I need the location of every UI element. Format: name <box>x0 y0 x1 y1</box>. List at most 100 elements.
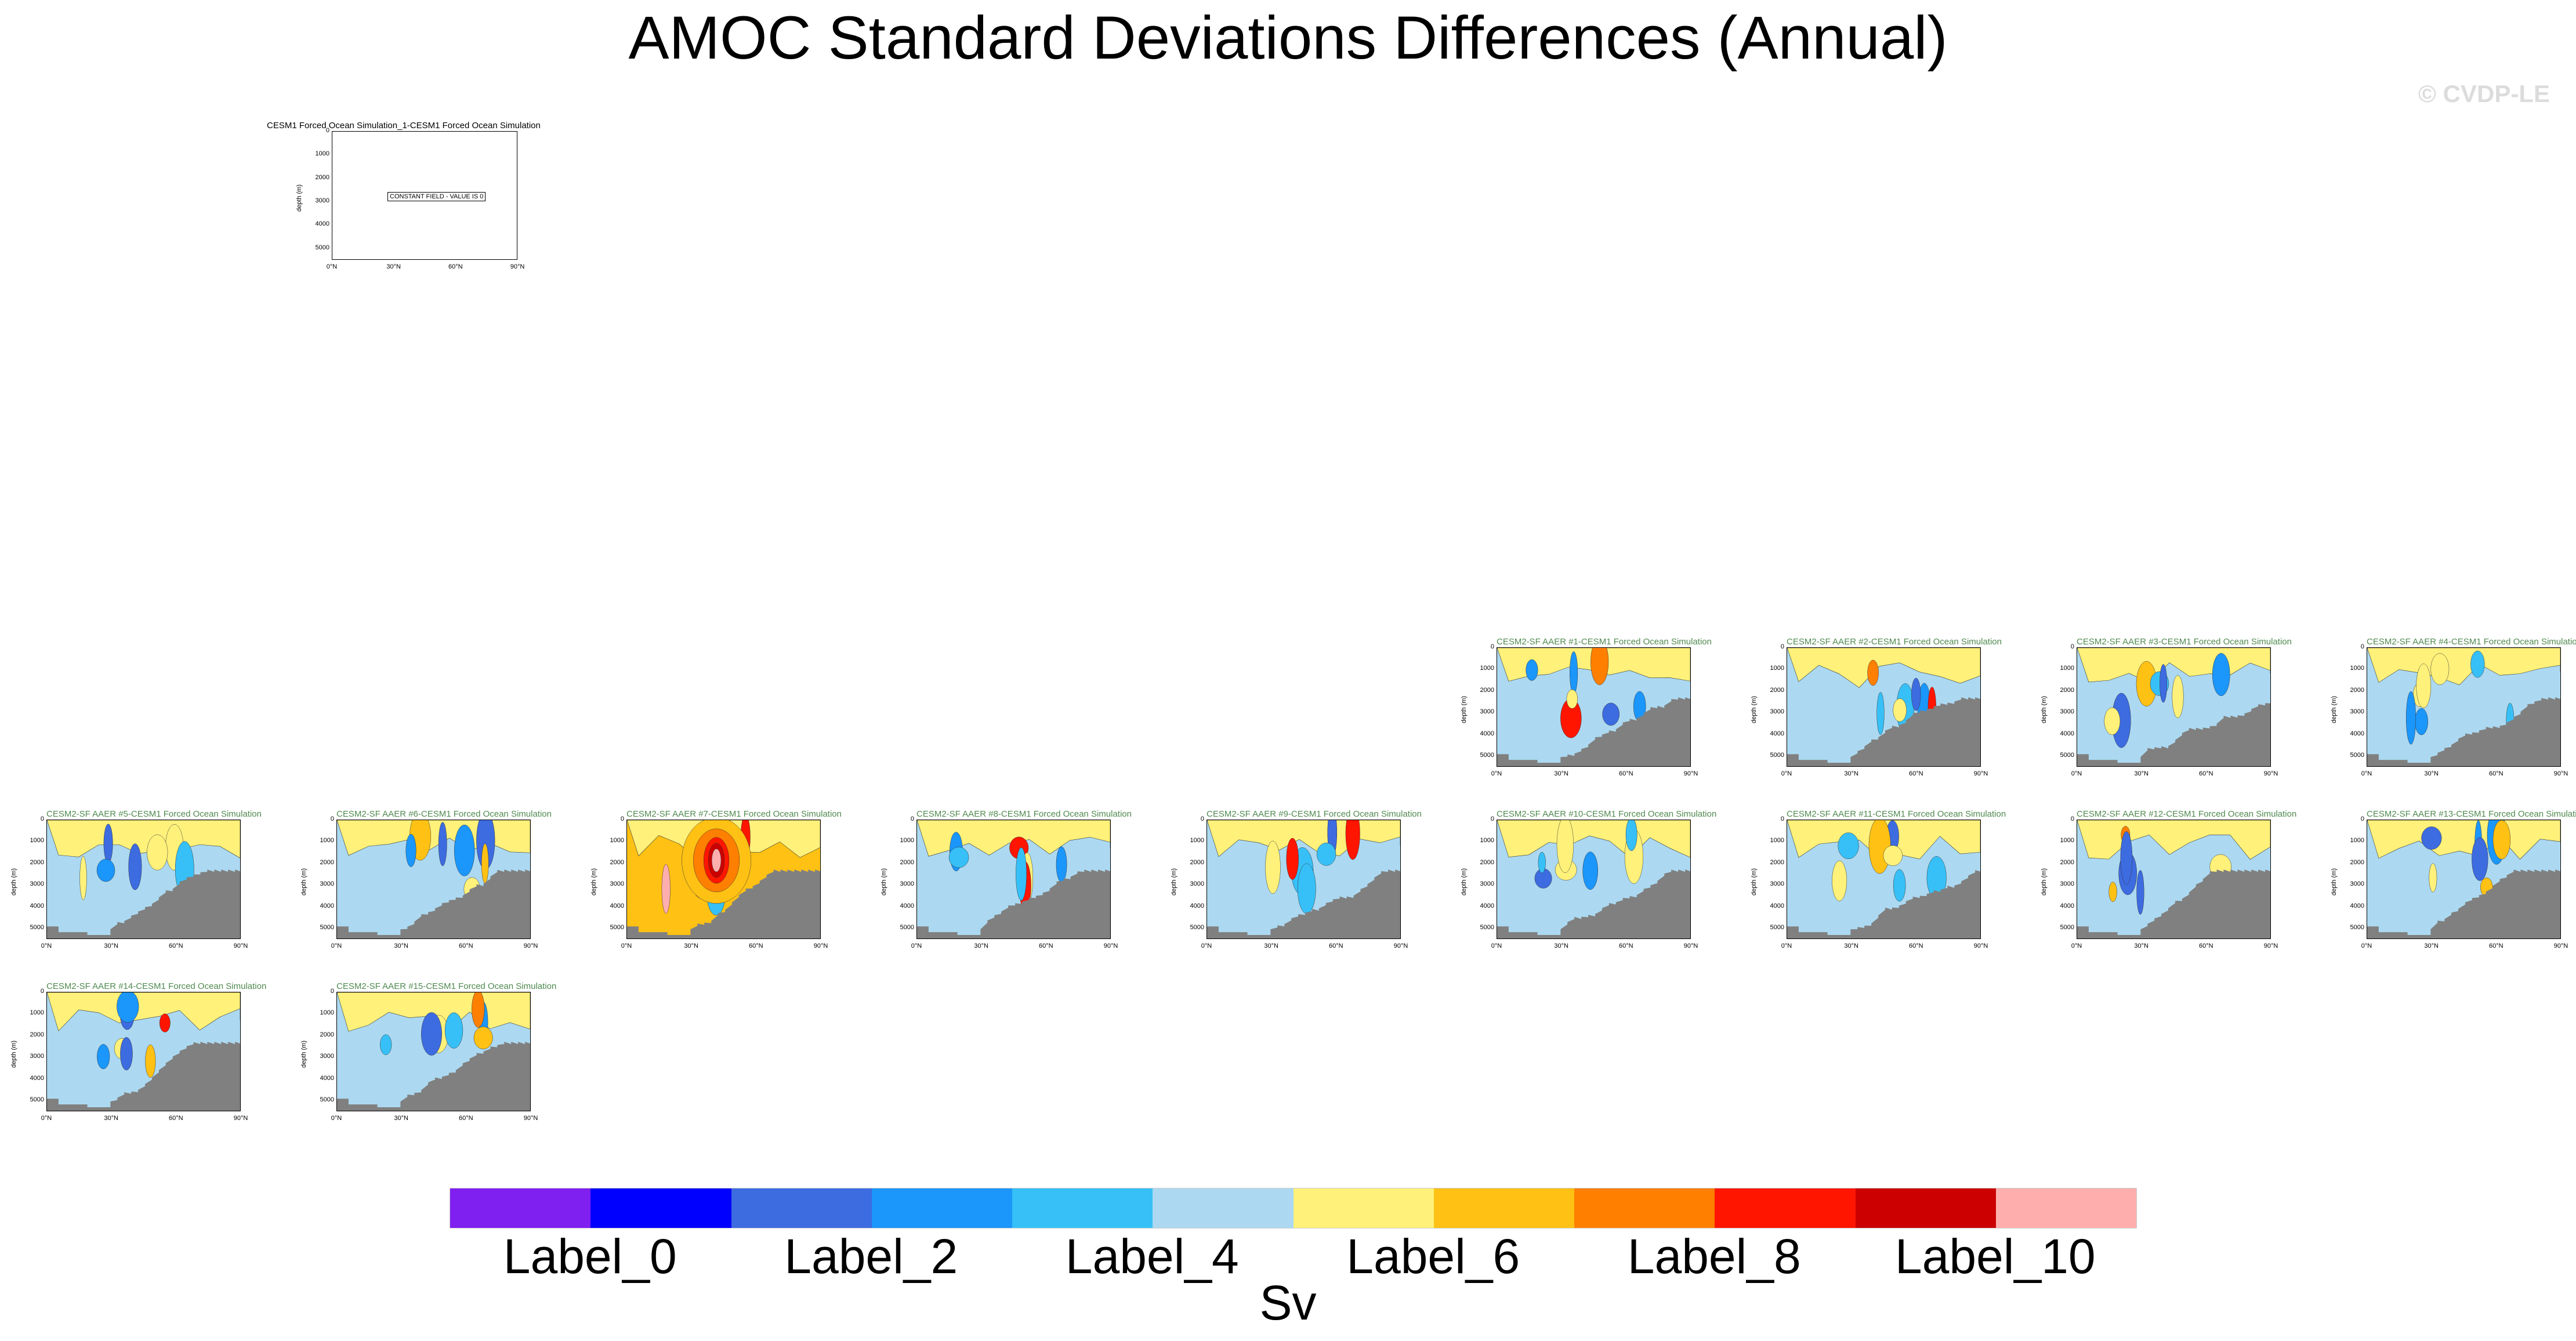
panel-plot-area <box>336 992 531 1111</box>
y-tick-label: 5000 <box>1480 752 1494 759</box>
contour-blob <box>103 824 113 864</box>
x-tick-label: 60°N <box>1039 943 1053 949</box>
x-tick-label: 90°N <box>2263 943 2278 949</box>
y-tick-label: 3000 <box>1190 880 1204 888</box>
y-tick-label: 3000 <box>2060 708 2074 716</box>
contour-blob <box>2212 653 2230 697</box>
x-tick-label: 90°N <box>2263 770 2278 777</box>
x-tick-label: 0°N <box>1491 943 1502 949</box>
colorbar-tick-label: Label_10 <box>1894 1229 2096 1284</box>
y-tick-label: 1000 <box>900 837 914 845</box>
y-tick-label: 4000 <box>1770 902 1784 909</box>
x-tick-label: 90°N <box>523 943 538 949</box>
constant-panel-title: CESM1 Forced Ocean Simulation_1-CESM1 Fo… <box>267 121 541 131</box>
y-tick-label: 3000 <box>320 880 334 888</box>
contour-blob <box>120 1037 133 1071</box>
x-tick-label: 60°N <box>1619 943 1633 949</box>
x-tick-label: 60°N <box>1909 770 1923 777</box>
x-tick-label: 60°N <box>169 1115 183 1122</box>
panel-title: CESM2-SF AAER #1-CESM1 Forced Ocean Simu… <box>1497 637 1712 647</box>
contour-blob <box>145 1044 156 1078</box>
x-tick-label: 30°N <box>1264 943 1278 949</box>
contour-blob <box>2416 664 2432 708</box>
x-tick-label: 0°N <box>1201 943 1212 949</box>
y-tick-label: 4000 <box>1480 730 1494 737</box>
y-tick-label: 1000 <box>2350 837 2364 845</box>
bathymetry-mask <box>1787 868 1980 938</box>
y-axis-label: depth (m) <box>2331 695 2338 723</box>
panel-title: CESM2-SF AAER #2-CESM1 Forced Ocean Simu… <box>1787 637 2002 647</box>
contour-blob <box>2492 820 2511 860</box>
contour-panel-11: CESM2-SF AAER #11-CESM1 Forced Ocean Sim… <box>1751 809 2006 966</box>
contour-blob <box>2405 691 2416 745</box>
x-tick-label: 0°N <box>41 943 52 949</box>
y-tick-label: 0 <box>330 988 334 995</box>
x-tick-label: 0°N <box>1781 770 1792 777</box>
x-tick-label: 60°N <box>459 943 473 949</box>
panel-plot-area <box>1207 820 1401 939</box>
contour-panel-12: CESM2-SF AAER #12-CESM1 Forced Ocean Sim… <box>2041 809 2297 966</box>
y-tick-label: 4000 <box>320 902 334 909</box>
y-tick-label: 2000 <box>2060 858 2074 866</box>
contour-blob <box>2136 870 2144 915</box>
x-tick-label: 60°N <box>169 943 183 949</box>
bathymetry-mask <box>47 868 240 938</box>
x-tick-label: 60°N <box>2489 770 2503 777</box>
y-tick-label: 3000 <box>2350 708 2364 716</box>
panel-plot-area <box>336 820 531 939</box>
panel-plot-area <box>46 992 241 1111</box>
panel-title: CESM2-SF AAER #9-CESM1 Forced Ocean Simu… <box>1207 809 1422 819</box>
y-tick-label: 0 <box>1780 816 1784 822</box>
y-tick-label: 2000 <box>1190 858 1204 866</box>
y-tick-label: 1000 <box>1480 837 1494 845</box>
x-tick-label: 90°N <box>233 1115 248 1122</box>
panel-plot-area <box>2077 647 2271 767</box>
x-tick-label: 30°N <box>1554 770 1568 777</box>
y-tick-label: 0 <box>1490 816 1494 822</box>
y-tick-label: 5000 <box>610 924 624 932</box>
y-tick-label: 4000 <box>1770 730 1784 737</box>
y-axis-label: depth (m) <box>881 868 887 896</box>
y-tick-label: 2000 <box>30 1031 44 1038</box>
y-tick-label: 2000 <box>1770 686 1784 694</box>
y-tick-label: 0 <box>40 816 44 822</box>
bathymetry-mask <box>627 868 820 938</box>
y-tick-label: 5000 <box>1190 924 1204 932</box>
contour-blob <box>481 843 489 884</box>
y-tick-label: 3000 <box>1480 880 1494 888</box>
contour-panel-5: CESM2-SF AAER #5-CESM1 Forced Ocean Simu… <box>10 809 262 966</box>
y-tick-label: 4000 <box>1190 902 1204 909</box>
contour-blob <box>1868 820 1891 874</box>
y-tick-label: 5000 <box>315 244 329 251</box>
x-tick-label: 30°N <box>394 1115 408 1122</box>
y-tick-label: 1000 <box>320 837 334 845</box>
contour-blob <box>1867 659 1879 686</box>
y-axis-label: depth (m) <box>300 868 307 896</box>
x-tick-label: 0°N <box>2071 943 2082 949</box>
y-tick-label: 3000 <box>1480 708 1494 716</box>
y-tick-label: 3000 <box>2060 880 2074 888</box>
contour-blob <box>1566 689 1578 709</box>
colorbar-segment-2 <box>731 1188 872 1228</box>
colorbar-segment-8 <box>1574 1188 1715 1228</box>
x-tick-label: 60°N <box>1619 770 1633 777</box>
contour-peak <box>711 849 722 872</box>
colorbar-segment-3 <box>871 1188 1012 1228</box>
x-tick-label: 60°N <box>749 943 763 949</box>
y-tick-label: 5000 <box>320 1096 334 1104</box>
x-tick-label: 60°N <box>2199 770 2213 777</box>
contour-panel-6: CESM2-SF AAER #6-CESM1 Forced Ocean Simu… <box>300 809 552 966</box>
x-tick-label: 90°N <box>813 943 828 949</box>
bathymetry-mask <box>2367 868 2560 938</box>
y-tick-label: 5000 <box>1480 924 1494 932</box>
contour-blob <box>1538 851 1546 874</box>
y-tick-label: 3000 <box>1770 708 1784 716</box>
x-tick-label: 90°N <box>233 943 248 949</box>
y-tick-label: 2000 <box>315 173 329 181</box>
x-tick-label: 30°N <box>386 263 401 270</box>
y-tick-label: 0 <box>330 816 334 822</box>
contour-blob <box>1526 659 1538 681</box>
x-tick-label: 60°N <box>1909 943 1923 949</box>
panel-title: CESM2-SF AAER #12-CESM1 Forced Ocean Sim… <box>2077 809 2297 819</box>
colorbar-segment-10 <box>1855 1188 1996 1228</box>
